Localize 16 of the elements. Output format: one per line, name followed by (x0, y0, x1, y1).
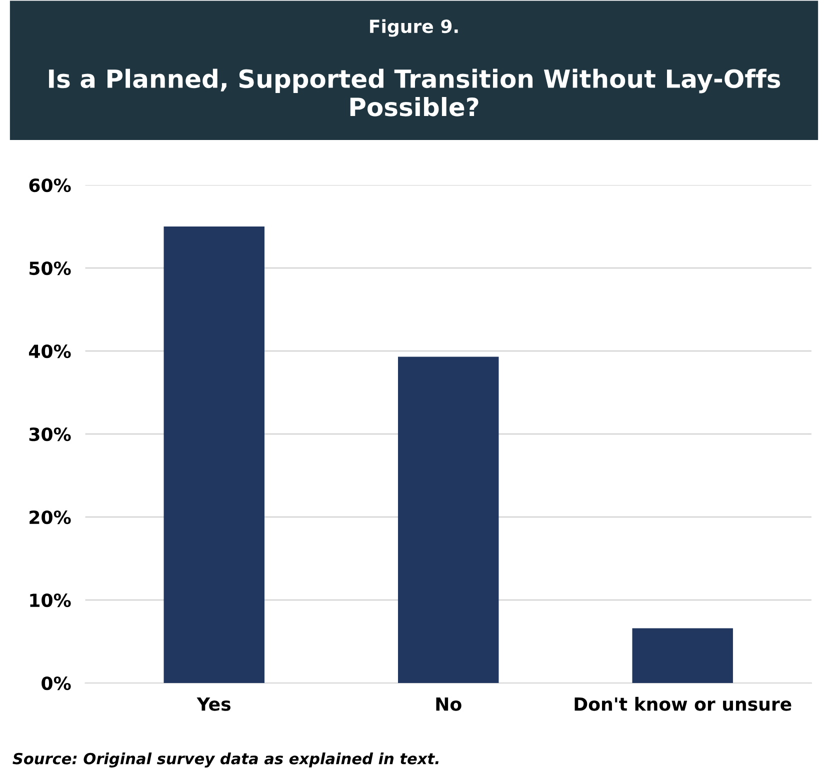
source-note: Source: Original survey data as explained in text. (12, 752, 438, 768)
bar (398, 356, 499, 684)
x-tick-label: No (436, 697, 462, 711)
chart-title: Is a Planned, Supported Transition Without Lay-Offs Possible? (49, 68, 780, 116)
bar (164, 226, 264, 684)
chart-subtitle: Figure 9. (370, 19, 458, 37)
x-tick-label: Yes (196, 697, 230, 711)
y-tick-label: 10% (30, 593, 71, 608)
y-tick-label: 0% (42, 676, 71, 690)
y-tick-label: 30% (29, 427, 71, 442)
y-tick-label: 60% (29, 178, 71, 192)
y-tick-label: 20% (30, 510, 71, 524)
y-tick-label: 40% (28, 344, 71, 358)
bar (632, 628, 733, 684)
y-tick-label: 50% (30, 261, 71, 276)
x-tick-label: Don't know or unsure (574, 696, 792, 711)
